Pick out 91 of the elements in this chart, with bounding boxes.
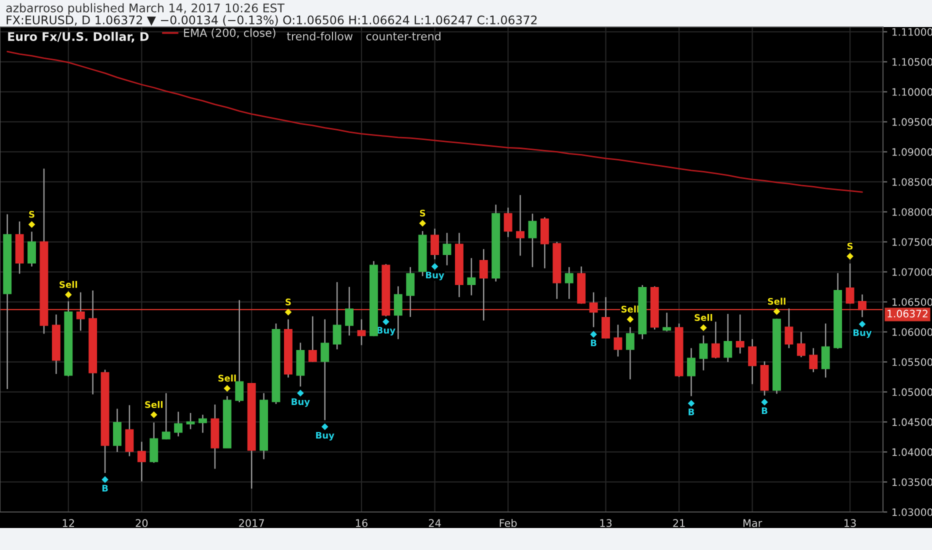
candlestick xyxy=(125,404,134,457)
line-series xyxy=(6,50,863,193)
candlestick xyxy=(662,312,672,332)
point xyxy=(858,320,866,328)
candlestick xyxy=(430,228,439,260)
data-label: Sell xyxy=(768,298,786,305)
candlestick xyxy=(357,318,366,346)
point xyxy=(102,476,108,483)
candlestick xyxy=(626,326,634,380)
candlestick xyxy=(442,232,452,266)
x-tick-label: Mar xyxy=(744,519,762,528)
candlestick xyxy=(748,338,757,385)
x-tick-label: 16 xyxy=(356,519,368,528)
x-tick-label: 13 xyxy=(844,519,856,528)
candlestick xyxy=(345,286,354,336)
data-label: B xyxy=(590,340,596,346)
x-tick-label: 24 xyxy=(428,519,441,527)
candlestick xyxy=(504,207,512,238)
point xyxy=(773,308,780,315)
candlestick xyxy=(320,318,330,421)
point xyxy=(284,308,292,316)
candlestick xyxy=(198,414,207,434)
candlestick xyxy=(28,231,36,268)
point xyxy=(626,316,634,323)
candlestick xyxy=(724,313,732,363)
text: FX:EURUSD, D 1.06372 ▼ −0.00134 (−0.13%) O:1.06506 H:1.06624 L:1.06247 C:1.06372 xyxy=(6,15,537,26)
data-label: Buy xyxy=(853,329,872,338)
point xyxy=(321,423,328,430)
annotation: trend-follow xyxy=(286,32,353,40)
point xyxy=(150,411,158,418)
candlestick xyxy=(614,324,622,358)
data-label: Sell xyxy=(218,374,236,382)
candlestick xyxy=(308,316,317,363)
data-label: B xyxy=(102,484,108,492)
candlestick xyxy=(150,422,158,464)
candlestick xyxy=(186,412,195,430)
x-tick-label: 12 xyxy=(62,519,74,527)
data-label: Sell xyxy=(694,314,712,321)
candlestick xyxy=(174,411,183,437)
point xyxy=(590,330,597,338)
point xyxy=(297,390,304,397)
candlestick xyxy=(699,334,708,371)
candlestick xyxy=(846,262,854,304)
candlestick xyxy=(113,408,122,453)
point xyxy=(700,324,707,332)
candlestick xyxy=(796,331,806,358)
data-label: Sell xyxy=(60,280,78,288)
ref-line-label: 1.06372 xyxy=(888,310,928,318)
x-tick-label: Feb xyxy=(500,518,517,528)
point xyxy=(28,221,36,228)
candlestick xyxy=(711,321,720,359)
data-label: Buy xyxy=(426,272,444,280)
text: azbarroso published March 14, 2017 10:26 EST xyxy=(6,3,285,15)
candlestick xyxy=(235,299,244,403)
candlestick xyxy=(736,314,744,354)
data-label: Sell xyxy=(145,401,163,408)
point xyxy=(224,384,231,392)
data-label: S xyxy=(847,242,853,250)
x-tick-label: 20 xyxy=(136,519,148,528)
data-label: Buy xyxy=(316,432,334,440)
x-tick-label: 2017 xyxy=(239,519,264,528)
data-label: S xyxy=(29,210,34,218)
data-label: B xyxy=(762,407,768,414)
candlestick xyxy=(137,441,146,482)
point xyxy=(846,252,854,260)
candlestick xyxy=(687,348,696,397)
x-tick-label: 13 xyxy=(600,519,612,528)
data-label: Buy xyxy=(292,398,310,407)
point xyxy=(64,291,72,298)
candlestick xyxy=(809,348,818,373)
candlestick xyxy=(564,266,574,300)
point xyxy=(419,220,426,227)
candlestick xyxy=(528,213,537,268)
data-label: S xyxy=(286,298,291,306)
annotation: counter-trend xyxy=(366,32,440,40)
data-label: S xyxy=(420,210,426,217)
legend-label: EMA (200, close) xyxy=(184,28,276,38)
candlestick xyxy=(467,257,476,296)
candlestick xyxy=(516,194,524,256)
candlestick xyxy=(821,322,830,378)
point xyxy=(761,398,768,406)
candlestick xyxy=(394,286,402,340)
candlestick xyxy=(332,281,342,350)
point xyxy=(688,400,695,407)
candlestick xyxy=(162,392,170,440)
chart-title: Euro Fx/U.S. Dollar, D xyxy=(8,32,149,42)
candlestick xyxy=(406,266,415,318)
point xyxy=(382,318,390,326)
point xyxy=(431,263,438,270)
data-label: B xyxy=(688,408,694,416)
x-tick-label: 21 xyxy=(673,519,685,527)
